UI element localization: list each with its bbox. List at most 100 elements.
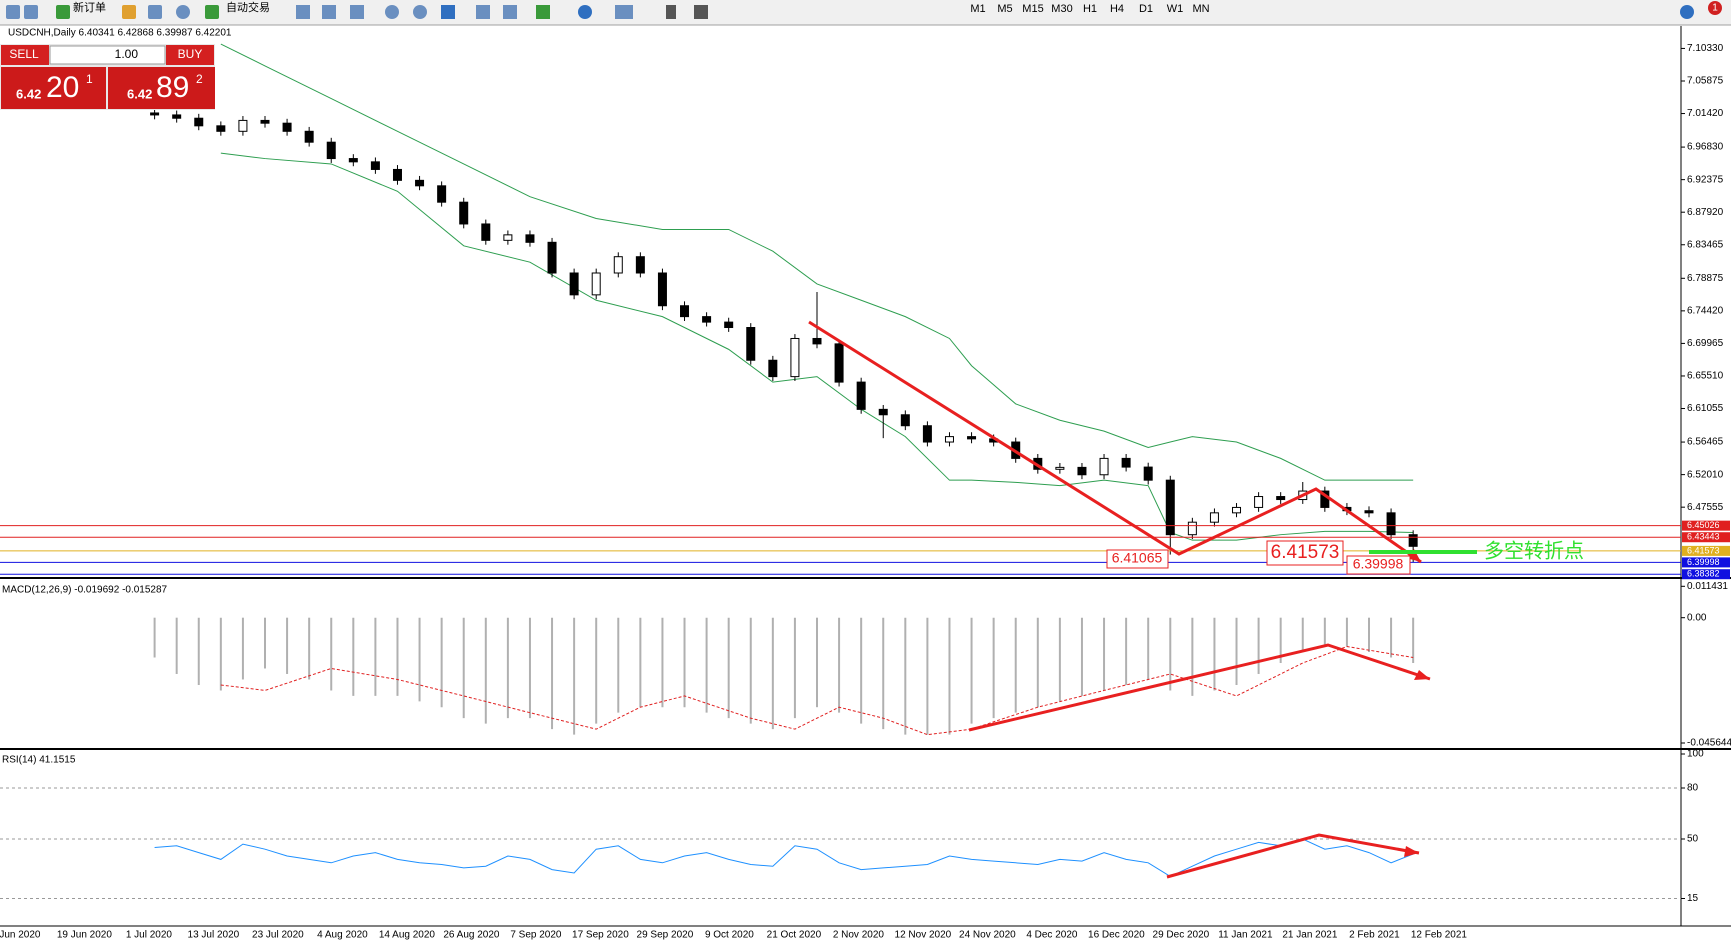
x-tick-label: 16 Dec 2020 xyxy=(1088,930,1145,941)
icon[interactable] xyxy=(24,5,38,19)
candle-body xyxy=(1364,510,1374,514)
candle-body xyxy=(172,114,182,119)
label-box xyxy=(1266,540,1344,566)
notification-badge[interactable] xyxy=(1708,1,1722,15)
sell-text: SELL xyxy=(9,47,39,61)
icon[interactable] xyxy=(56,5,70,19)
period-button[interactable]: MN xyxy=(1192,3,1209,15)
bollinger-band xyxy=(220,43,1414,481)
candle-body xyxy=(415,179,425,187)
candle-body xyxy=(702,316,712,323)
icon[interactable] xyxy=(615,5,633,19)
candle-body xyxy=(481,223,491,241)
candle-body xyxy=(370,161,380,170)
icon[interactable] xyxy=(350,5,364,19)
icon[interactable] xyxy=(148,5,162,19)
period-button[interactable]: D1 xyxy=(1139,3,1153,15)
candle-body xyxy=(1386,512,1396,536)
y-tick-label: 6.78875 xyxy=(1687,273,1724,284)
sell-price-sup: 1 xyxy=(86,72,93,86)
x-tick-label: Jun 2020 xyxy=(0,930,41,941)
y-tick-label: 6.83465 xyxy=(1687,239,1724,250)
candle-body xyxy=(216,125,226,132)
lot-input[interactable] xyxy=(49,45,166,65)
candle-body xyxy=(525,234,535,243)
icon[interactable] xyxy=(578,5,592,19)
new-order-button[interactable]: 新订单 xyxy=(73,0,106,14)
period-button[interactable]: M1 xyxy=(970,3,985,15)
period-button[interactable]: M30 xyxy=(1051,3,1072,15)
price-tag xyxy=(1682,569,1730,580)
icon[interactable] xyxy=(6,5,20,19)
y-tick-label: 6.61055 xyxy=(1687,403,1724,414)
candle-body xyxy=(1099,457,1109,476)
period-button[interactable]: M15 xyxy=(1022,3,1043,15)
y-tick-label: 7.05875 xyxy=(1687,76,1724,87)
sell-button[interactable] xyxy=(1,45,49,65)
period-button[interactable]: M5 xyxy=(997,3,1012,15)
y-tick-label: 6.87920 xyxy=(1687,207,1724,218)
icon[interactable] xyxy=(503,5,517,19)
x-tick-label: 24 Nov 2020 xyxy=(959,930,1016,941)
candle-body xyxy=(878,408,888,416)
price-tag-label: 6.41573 xyxy=(1687,545,1720,555)
candle-body xyxy=(437,185,447,203)
icon[interactable] xyxy=(694,5,708,19)
label-box xyxy=(1106,549,1169,569)
candle-body xyxy=(834,343,844,383)
candle-body xyxy=(459,201,469,225)
lot-value: 1.00 xyxy=(115,47,139,61)
auto-trading-button[interactable]: 自动交易 xyxy=(226,0,270,14)
period-button[interactable]: H1 xyxy=(1083,3,1097,15)
buy-button[interactable] xyxy=(166,45,214,65)
y-tick-label: 6.56465 xyxy=(1687,437,1724,448)
icon[interactable] xyxy=(666,5,676,19)
candle-body xyxy=(1143,466,1153,481)
icon[interactable] xyxy=(296,5,310,19)
buy-price-box[interactable] xyxy=(108,67,215,109)
x-tick-label: 12 Feb 2021 xyxy=(1411,930,1468,941)
period-button[interactable]: H4 xyxy=(1110,3,1124,15)
trend-arrow xyxy=(808,320,1422,564)
x-tick-label: 17 Sep 2020 xyxy=(572,930,629,941)
candle-body xyxy=(392,168,402,181)
price-tag-label: 6.39998 xyxy=(1687,557,1720,567)
icon[interactable] xyxy=(536,5,550,19)
y-tick-label: 100 xyxy=(1687,749,1704,760)
notification-count: 1 xyxy=(1712,3,1718,14)
annotations: 多空转折点 6.41065 6.41573 6.39998 xyxy=(808,320,1584,879)
icon[interactable] xyxy=(413,5,427,19)
price-tag-label: 6.38382 xyxy=(1687,569,1720,579)
candle-body xyxy=(657,272,667,307)
icon[interactable] xyxy=(476,5,490,19)
toolbar xyxy=(0,0,1731,25)
rsi-line xyxy=(154,838,1414,877)
chart-content: M1 M5 M15 M30 H1 H4 D1 W1 MN 7.10330 7.05875 7.0142… xyxy=(0,3,1731,941)
icon[interactable] xyxy=(441,5,455,19)
x-tick-label: 14 Aug 2020 xyxy=(379,930,436,941)
y-tick-label: 6.52010 xyxy=(1687,469,1724,480)
high-label: 6.41573 xyxy=(1271,542,1340,563)
icon[interactable] xyxy=(322,5,336,19)
candle-body xyxy=(1187,521,1197,536)
y-tick-label: 80 xyxy=(1687,783,1699,794)
icon[interactable] xyxy=(1680,5,1694,19)
candle-body xyxy=(635,256,645,274)
icon[interactable] xyxy=(122,5,136,19)
x-tick-label: 21 Oct 2020 xyxy=(767,930,822,941)
icon[interactable] xyxy=(385,5,399,19)
one-click-panel: SELL 1.00 BUY 6.42 20 1 6.42 89 2 xyxy=(0,44,215,110)
candle-body xyxy=(856,381,866,410)
sell-price-box[interactable] xyxy=(1,67,106,109)
period-button[interactable]: W1 xyxy=(1167,3,1184,15)
candle-body xyxy=(194,117,204,127)
candle-body xyxy=(768,359,778,378)
y-tick-label: 0.00 xyxy=(1687,612,1707,623)
candle-body xyxy=(304,130,314,143)
arrow-head xyxy=(1404,846,1419,857)
x-tick-label: 19 Jun 2020 xyxy=(57,930,112,941)
icon[interactable] xyxy=(205,5,219,19)
candle-body xyxy=(1408,534,1418,547)
icon[interactable] xyxy=(176,5,190,19)
